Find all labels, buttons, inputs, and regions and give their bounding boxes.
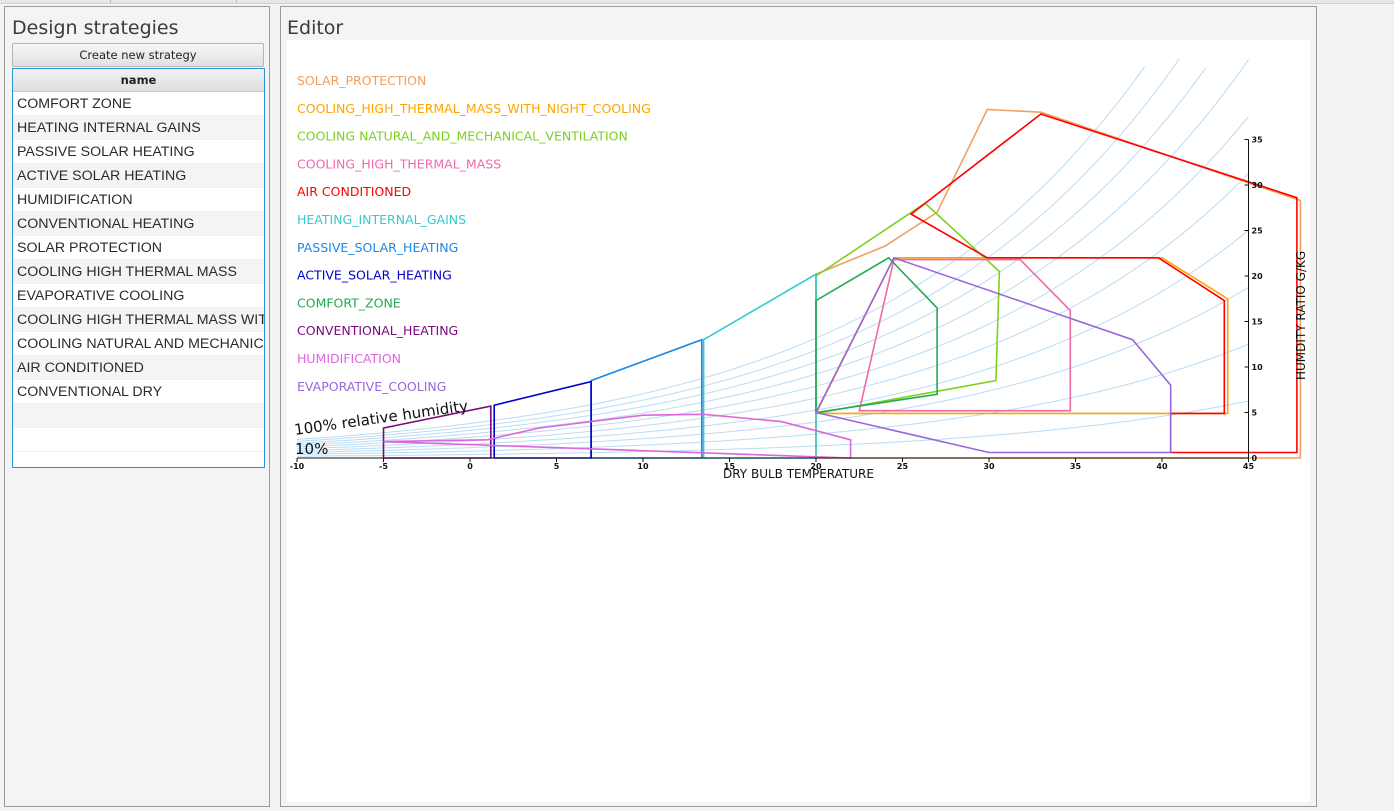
y-tick-label: 25 bbox=[1252, 227, 1264, 236]
x-tick-label: 25 bbox=[897, 462, 909, 471]
legend-item: COOLING_HIGH_THERMAL_MASS bbox=[297, 156, 501, 171]
panel-title: Design strategies bbox=[12, 17, 179, 39]
table-row[interactable]: EVAPORATIVE COOLING bbox=[13, 284, 264, 308]
tab-divider bbox=[236, 0, 237, 3]
y-tick-label: 5 bbox=[1252, 409, 1258, 418]
legend-item: HEATING_INTERNAL_GAINS bbox=[297, 212, 466, 227]
y-tick-label: 10 bbox=[1252, 363, 1264, 372]
rh-curve bbox=[296, 400, 1249, 457]
x-axis-label: DRY BULB TEMPERATURE bbox=[723, 467, 874, 481]
design-strategies-panel: Design strategies Create new strategy na… bbox=[4, 6, 270, 807]
legend-item: SOLAR_PROTECTION bbox=[297, 73, 426, 88]
rh-curve bbox=[296, 58, 1180, 442]
rh-curve bbox=[296, 59, 1249, 446]
table-row[interactable]: CONVENTIONAL DRY bbox=[13, 380, 264, 404]
empty-table-row[interactable] bbox=[13, 428, 264, 452]
x-tick-label: 0 bbox=[467, 462, 473, 471]
zone-cooling-high-thermal-mass-with-night-cooling bbox=[814, 257, 1229, 415]
table-row[interactable]: CONVENTIONAL HEATING bbox=[13, 212, 264, 236]
x-tick-label: 20 bbox=[810, 462, 822, 471]
zone-passive-solar-heating bbox=[590, 338, 703, 459]
rh-10-label: 10% bbox=[295, 440, 328, 458]
x-tick-label: -5 bbox=[379, 462, 388, 471]
zone-cooling-high-thermal-mass bbox=[858, 258, 1072, 412]
y-tick-label: 35 bbox=[1252, 136, 1264, 145]
x-tick-label: 10 bbox=[637, 462, 649, 471]
table-row[interactable]: COMFORT ZONE bbox=[13, 92, 264, 116]
strategies-table[interactable]: name COMFORT ZONE HEATING INTERNAL GAINS… bbox=[12, 68, 265, 468]
legend-item: COOLING_HIGH_THERMAL_MASS_WITH_NIGHT_COO… bbox=[297, 101, 651, 116]
editor-panel: Editor -10 -5 0 5 10 15 20 25 30 35 40 45 0 5 10 15 20 25… bbox=[280, 6, 1317, 807]
create-new-strategy-button[interactable]: Create new strategy bbox=[12, 43, 264, 67]
table-row[interactable]: COOLING NATURAL AND MECHANICA bbox=[13, 332, 264, 356]
x-tick-label: 5 bbox=[554, 462, 560, 471]
y-tick-label: 0 bbox=[1252, 454, 1258, 463]
rh-curve bbox=[296, 116, 1249, 448]
strategy-zones bbox=[382, 108, 1302, 459]
column-header-name[interactable]: name bbox=[13, 69, 264, 92]
zone-air-conditioned bbox=[909, 113, 1298, 454]
x-tick-label: -10 bbox=[290, 462, 305, 471]
rh-curve bbox=[296, 68, 1206, 444]
table-row[interactable]: HUMIDIFICATION bbox=[13, 188, 264, 212]
editor-title: Editor bbox=[287, 17, 344, 39]
zone-evaporative-cooling bbox=[814, 256, 1172, 454]
rh-curve bbox=[296, 343, 1249, 455]
y-tick-label: 20 bbox=[1252, 272, 1264, 281]
y-tick-label: 30 bbox=[1252, 181, 1264, 190]
zone-humidification bbox=[383, 413, 852, 459]
table-row[interactable]: AIR CONDITIONED bbox=[13, 356, 264, 380]
chart-legend: SOLAR_PROTECTION COOLING_HIGH_THERMAL_MAS… bbox=[297, 73, 651, 394]
table-row[interactable]: HEATING INTERNAL GAINS bbox=[13, 116, 264, 140]
rh-curve bbox=[296, 286, 1249, 453]
legend-item: HUMIDIFICATION bbox=[297, 351, 401, 366]
x-tick-label: 40 bbox=[1156, 462, 1168, 471]
legend-item: EVAPORATIVE_COOLING bbox=[297, 379, 446, 394]
legend-item: AIR CONDITIONED bbox=[297, 184, 411, 199]
y-tick-label: 15 bbox=[1252, 318, 1264, 327]
table-row[interactable]: ACTIVE SOLAR HEATING bbox=[13, 164, 264, 188]
table-row[interactable]: COOLING HIGH THERMAL MASS bbox=[13, 260, 264, 284]
psychrometric-chart-canvas[interactable]: -10 -5 0 5 10 15 20 25 30 35 40 45 0 5 10 15 20 25 30 35 SO… bbox=[287, 40, 1310, 802]
table-row[interactable]: PASSIVE SOLAR HEATING bbox=[13, 140, 264, 164]
x-tick-label: 30 bbox=[983, 462, 995, 471]
x-tick-label: 35 bbox=[1070, 462, 1082, 471]
x-tick-label: 15 bbox=[724, 462, 736, 471]
table-row[interactable]: COOLING HIGH THERMAL MASS WITH bbox=[13, 308, 264, 332]
empty-table-row[interactable] bbox=[13, 404, 264, 428]
table-row[interactable]: SOLAR PROTECTION bbox=[13, 236, 264, 260]
rh-curve bbox=[296, 66, 1146, 440]
tab-divider bbox=[110, 0, 111, 3]
legend-item: COMFORT_ZONE bbox=[297, 295, 401, 310]
rh-curve bbox=[296, 173, 1249, 450]
legend-item: CONVENTIONAL_HEATING bbox=[297, 323, 458, 338]
zone-comfort-zone bbox=[815, 256, 938, 414]
legend-item: COOLING NATURAL_AND_MECHANICAL_VENTILATI… bbox=[297, 129, 628, 144]
legend-item: ACTIVE_SOLAR_HEATING bbox=[297, 268, 452, 283]
window-top-bar bbox=[0, 0, 1394, 4]
legend-item: PASSIVE_SOLAR_HEATING bbox=[297, 240, 458, 255]
zone-solar-protection bbox=[815, 108, 1302, 459]
zone-heating-internal-gains bbox=[702, 272, 817, 459]
x-tick-label: 45 bbox=[1243, 462, 1255, 471]
y-axis-label: HUMDITY RATIO G/KG bbox=[1294, 251, 1308, 380]
